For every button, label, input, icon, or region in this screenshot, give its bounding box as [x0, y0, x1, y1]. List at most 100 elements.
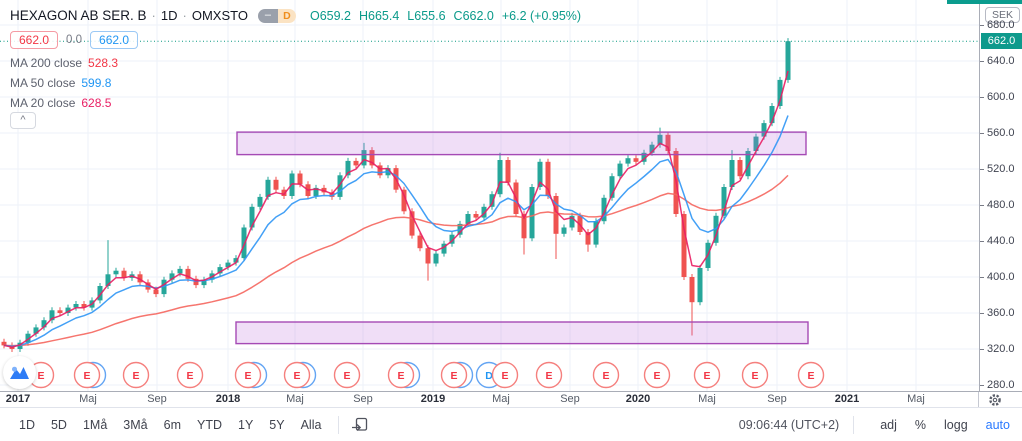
- range-button-ytd[interactable]: YTD: [190, 415, 229, 435]
- tradingview-logo[interactable]: [3, 356, 36, 389]
- indicator-ma-20-close[interactable]: MA 20 close 628.5: [10, 93, 118, 113]
- candle-body: [57, 310, 63, 313]
- percent-scale-toggle[interactable]: %: [914, 417, 927, 432]
- earnings-marker-circle[interactable]: [333, 361, 361, 389]
- high-value: H665.4: [358, 8, 400, 23]
- time-axis[interactable]: 2017 Maj Sep 2018 Maj Sep 2019 Maj Sep 2020 Maj Sep…: [0, 391, 1022, 408]
- candle-body: [265, 179, 271, 197]
- range-button-3må[interactable]: 3Må: [116, 415, 154, 435]
- title-separator: ·: [151, 8, 156, 23]
- price-tick-label: 320.0: [980, 343, 1015, 356]
- candle-body: [249, 206, 255, 228]
- candle-body: [217, 267, 223, 274]
- bottom-toolbar: 1D 5D 1Må 3Må 6m YTD 1Y 5Y Alla 09:06:44 (UTC+2)…: [0, 407, 1022, 441]
- currency-button[interactable]: SEK: [985, 7, 1021, 23]
- earnings-marker-circle[interactable]: [693, 361, 721, 389]
- go-to-date-icon: [352, 417, 368, 431]
- indicator-ma-50-close[interactable]: MA 50 close 599.8: [10, 73, 118, 93]
- range-button-1må[interactable]: 1Må: [76, 415, 114, 435]
- time-tick-label: Maj: [492, 393, 510, 405]
- ma-20-line[interactable]: [3, 70, 789, 348]
- earnings-marker-circle[interactable]: [234, 361, 262, 389]
- indicator-label: MA 50 close: [10, 76, 76, 90]
- buy-price-button[interactable]: 662.0: [90, 31, 139, 49]
- earnings-marker-circle[interactable]: [122, 361, 150, 389]
- range-button-1d[interactable]: 1D: [12, 415, 42, 435]
- candle-body: [753, 136, 759, 151]
- indicator-label: MA 200 close: [10, 56, 83, 70]
- candle-body: [153, 289, 159, 295]
- time-tick-label: Maj: [79, 393, 97, 405]
- price-axis[interactable]: SEK 680.0 640.0 600.0 560.0 520.0 480.0 440.0 4…: [979, 0, 1022, 391]
- log-scale-toggle[interactable]: logg: [944, 417, 968, 432]
- earnings-marker-circle[interactable]: [440, 361, 468, 389]
- market-closed-badge: –: [257, 8, 278, 23]
- candle-body: [177, 268, 183, 274]
- sell-price-button[interactable]: 662.0: [10, 31, 59, 49]
- candle-body: [121, 270, 127, 278]
- earnings-marker-circle[interactable]: [741, 361, 769, 389]
- ma-200-line[interactable]: [3, 174, 789, 347]
- earnings-marker-circle[interactable]: [491, 361, 519, 389]
- candle-body: [777, 79, 783, 106]
- earnings-marker-circle[interactable]: [535, 361, 563, 389]
- earnings-marker-circle[interactable]: [73, 361, 101, 389]
- time-tick-label: Sep: [767, 393, 787, 405]
- candle-body: [681, 214, 687, 277]
- candle-body: [473, 214, 479, 218]
- candle-body: [617, 163, 623, 177]
- earnings-marker-circle[interactable]: [797, 361, 825, 389]
- go-to-date-button[interactable]: [347, 415, 372, 434]
- interval-label[interactable]: 1D: [160, 8, 178, 23]
- event-marker-letter: E: [397, 370, 404, 382]
- symbol-title[interactable]: HEXAGON AB SER. B: [10, 8, 147, 23]
- range-button-6m[interactable]: 6m: [157, 415, 188, 435]
- candle-body: [449, 234, 455, 244]
- ma-50-line[interactable]: [3, 115, 789, 347]
- candle-body: [593, 221, 599, 245]
- candle-body: [169, 273, 175, 280]
- event-marker-letter: E: [450, 370, 457, 382]
- time-tick-label: Maj: [698, 393, 716, 405]
- range-button-5d[interactable]: 5D: [44, 415, 74, 435]
- price-zone-rectangle[interactable]: [235, 321, 809, 345]
- candle-body: [345, 160, 351, 176]
- candle-body: [489, 194, 495, 207]
- event-marker-letter: E: [751, 370, 758, 382]
- earnings-marker-circle[interactable]: [283, 361, 311, 389]
- range-button-5y[interactable]: 5Y: [262, 415, 291, 435]
- candle-body: [553, 196, 559, 234]
- price-tick-label: 680.0: [980, 19, 1015, 32]
- candle-body: [633, 158, 639, 162]
- indicator-label: MA 20 close: [10, 96, 76, 110]
- event-marker-letter: E: [343, 370, 350, 382]
- collapse-indicators-button[interactable]: ^: [10, 112, 36, 129]
- chart-legend-header[interactable]: HEXAGON AB SER. B · 1D · OMXSTO – D O659…: [10, 8, 581, 23]
- title-separator: ·: [182, 8, 187, 23]
- scale-controls-group: 09:06:44 (UTC+2) adj % logg auto: [721, 415, 1010, 434]
- earnings-marker-circle[interactable]: [176, 361, 204, 389]
- range-button-1y[interactable]: 1Y: [231, 415, 260, 435]
- quote-buttons-row: 662.0 0.0 662.0: [10, 31, 139, 49]
- candle-body: [745, 151, 751, 177]
- candle-body: [641, 152, 647, 162]
- indicator-value: 599.8: [81, 76, 112, 90]
- settings-gear-icon[interactable]: [988, 393, 1002, 407]
- price-tick-label: 480.0: [980, 199, 1015, 212]
- market-status-badges[interactable]: – D: [257, 8, 296, 23]
- candle-body: [625, 158, 631, 164]
- range-button-alla[interactable]: Alla: [294, 415, 329, 435]
- indicator-ma-200-close[interactable]: MA 200 close 528.3: [10, 53, 118, 73]
- price-tick-label: 440.0: [980, 235, 1015, 248]
- open-value: O659.2: [309, 8, 351, 23]
- earnings-marker-circle[interactable]: [643, 361, 671, 389]
- adjust-toggle[interactable]: adj: [880, 417, 897, 432]
- auto-scale-toggle[interactable]: auto: [985, 417, 1010, 432]
- candle-body: [649, 144, 655, 153]
- earnings-marker-circle[interactable]: [387, 361, 415, 389]
- earnings-marker-circle[interactable]: [592, 361, 620, 389]
- clock: 09:06:44 (UTC+2): [738, 417, 840, 432]
- price-zone-rectangle[interactable]: [236, 131, 807, 156]
- candle-body: [65, 307, 71, 313]
